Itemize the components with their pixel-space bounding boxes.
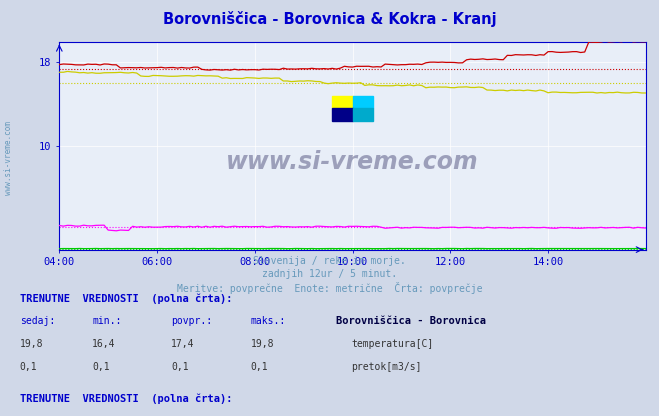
Text: 17,4: 17,4 bbox=[171, 339, 195, 349]
Text: Slovenija / reke in morje.: Slovenija / reke in morje. bbox=[253, 256, 406, 266]
Text: Borovniščica - Borovnica & Kokra - Kranj: Borovniščica - Borovnica & Kokra - Kranj bbox=[163, 11, 496, 27]
Bar bbox=[332, 96, 353, 108]
Text: 19,8: 19,8 bbox=[20, 339, 43, 349]
Text: TRENUTNE  VREDNOSTI  (polna črta):: TRENUTNE VREDNOSTI (polna črta): bbox=[20, 293, 232, 304]
Bar bbox=[353, 108, 373, 121]
Text: 19,8: 19,8 bbox=[250, 339, 274, 349]
Text: sedaj:: sedaj: bbox=[20, 316, 55, 326]
Text: min.:: min.: bbox=[92, 316, 122, 326]
Text: Borovniščica - Borovnica: Borovniščica - Borovnica bbox=[336, 316, 486, 326]
Text: povpr.:: povpr.: bbox=[171, 316, 212, 326]
Text: temperatura[C]: temperatura[C] bbox=[351, 339, 434, 349]
Text: 0,1: 0,1 bbox=[20, 362, 38, 372]
Text: TRENUTNE  VREDNOSTI  (polna črta):: TRENUTNE VREDNOSTI (polna črta): bbox=[20, 394, 232, 404]
Bar bbox=[332, 108, 353, 121]
Text: Meritve: povprečne  Enote: metrične  Črta: povprečje: Meritve: povprečne Enote: metrične Črta:… bbox=[177, 282, 482, 295]
Text: 0,1: 0,1 bbox=[171, 362, 189, 372]
Bar bbox=[353, 96, 373, 108]
Text: maks.:: maks.: bbox=[250, 316, 285, 326]
Text: 0,1: 0,1 bbox=[92, 362, 110, 372]
Text: 0,1: 0,1 bbox=[250, 362, 268, 372]
Text: www.si-vreme.com: www.si-vreme.com bbox=[226, 150, 479, 174]
Text: zadnjih 12ur / 5 minut.: zadnjih 12ur / 5 minut. bbox=[262, 269, 397, 279]
Text: 16,4: 16,4 bbox=[92, 339, 116, 349]
Text: www.si-vreme.com: www.si-vreme.com bbox=[4, 121, 13, 195]
Text: pretok[m3/s]: pretok[m3/s] bbox=[351, 362, 422, 372]
